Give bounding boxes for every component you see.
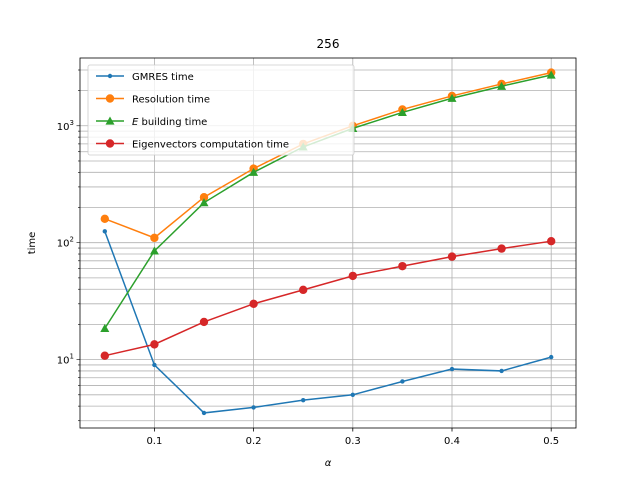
legend-entry: GMRES time (96, 72, 194, 83)
legend-box (87, 64, 355, 156)
data-point (549, 354, 554, 360)
data-point (152, 362, 157, 368)
data-point (199, 198, 209, 207)
data-point (447, 252, 457, 261)
data-point (249, 167, 259, 176)
data-point (150, 340, 159, 349)
data-point (449, 366, 455, 372)
series-line (104, 231, 552, 414)
data-point (100, 323, 110, 332)
x-axis: 0.1 0.2 0.3 0.4 0.5 (146, 428, 559, 447)
legend-marker (105, 139, 115, 148)
x-tick-label: 0.1 (146, 436, 162, 447)
y-axis: 101 102 103 (57, 69, 80, 422)
y-axis-label: time (27, 232, 38, 255)
data-point (499, 368, 504, 374)
legend-entry: Resolution time (96, 94, 210, 106)
x-tick-label: 0.5 (543, 436, 559, 447)
legend-label: GMRES time (132, 72, 194, 83)
y-tick-label: 102 (57, 236, 74, 250)
data-point (102, 229, 108, 234)
legend-label: Eigenvectors computation time (132, 140, 289, 151)
legend-label: Resolution time (132, 95, 210, 106)
data-point (100, 351, 110, 360)
data-point (100, 214, 110, 224)
data-point (201, 410, 207, 416)
legend-entry: E building time (96, 116, 207, 128)
data-point (447, 93, 457, 102)
data-point (150, 233, 159, 243)
data-point (497, 81, 507, 90)
data-point (397, 107, 407, 117)
legend: GMRES time Resolution time E building time… (87, 64, 355, 156)
data-point (400, 379, 405, 384)
x-tick-label: 0.2 (246, 436, 262, 447)
legend-marker (105, 116, 115, 125)
series-layer (100, 68, 556, 416)
y-tick-label: 103 (57, 119, 74, 133)
data-point (199, 317, 209, 327)
data-point (199, 192, 209, 202)
data-point (251, 405, 256, 410)
data-point (149, 246, 159, 255)
data-point (497, 244, 506, 253)
data-point (348, 271, 357, 281)
data-point (350, 392, 355, 397)
plot-frame (79, 57, 577, 429)
x-tick-label: 0.3 (345, 436, 361, 447)
data-point (547, 236, 556, 246)
chart-title: 256 (317, 37, 340, 51)
legend-entry: Eigenvectors computation time (96, 139, 289, 151)
series-0 (102, 229, 554, 416)
legend-label: E building time (132, 117, 207, 128)
series-line (104, 240, 552, 357)
data-point (249, 299, 258, 309)
x-axis-label: α (325, 458, 332, 469)
data-point (301, 397, 306, 403)
y-tick-label: 101 (57, 353, 74, 367)
x-tick-label: 0.4 (444, 436, 460, 447)
legend-marker (107, 73, 113, 79)
data-point (299, 285, 308, 295)
legend-marker (105, 94, 115, 103)
data-point (546, 70, 556, 79)
data-point (398, 261, 407, 271)
series-3 (100, 236, 556, 360)
